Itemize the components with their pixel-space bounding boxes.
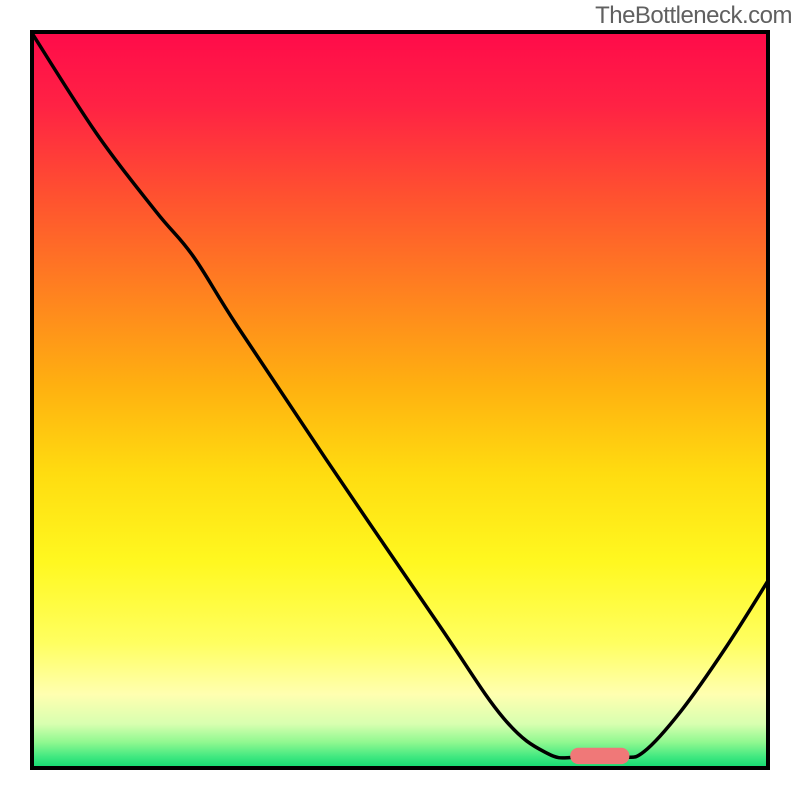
chart-container: TheBottleneck.com [0,0,800,800]
bottleneck-curve-chart [30,30,770,770]
watermark-text: TheBottleneck.com [595,2,792,30]
